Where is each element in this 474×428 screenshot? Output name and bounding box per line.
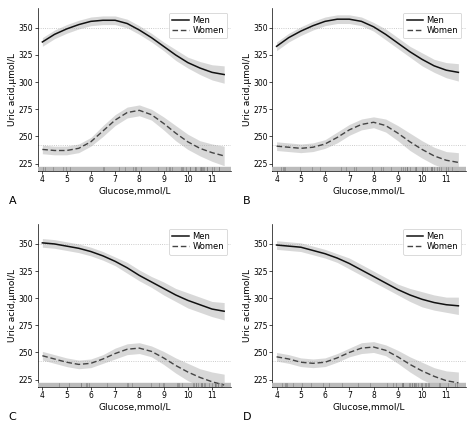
X-axis label: Glucose,mmol/L: Glucose,mmol/L [332,403,405,412]
Legend: Men, Women: Men, Women [169,12,227,39]
Y-axis label: Uric acid,μmol/L: Uric acid,μmol/L [9,53,18,126]
X-axis label: Glucose,mmol/L: Glucose,mmol/L [98,403,171,412]
Bar [37,383,231,387]
Bar [37,167,231,171]
Text: C: C [9,412,16,422]
Bar [272,167,465,171]
Text: D: D [243,412,251,422]
Bar [272,383,465,387]
Legend: Men, Women: Men, Women [403,229,462,255]
X-axis label: Glucose,mmol/L: Glucose,mmol/L [98,187,171,196]
Y-axis label: Uric acid,μmol/L: Uric acid,μmol/L [9,269,18,342]
Y-axis label: Uric acid,μmol/L: Uric acid,μmol/L [243,269,252,342]
Text: B: B [243,196,250,205]
Legend: Men, Women: Men, Women [169,229,227,255]
Text: A: A [9,196,16,205]
X-axis label: Glucose,mmol/L: Glucose,mmol/L [332,187,405,196]
Legend: Men, Women: Men, Women [403,12,462,39]
Y-axis label: Uric acid,μmol/L: Uric acid,μmol/L [243,53,252,126]
